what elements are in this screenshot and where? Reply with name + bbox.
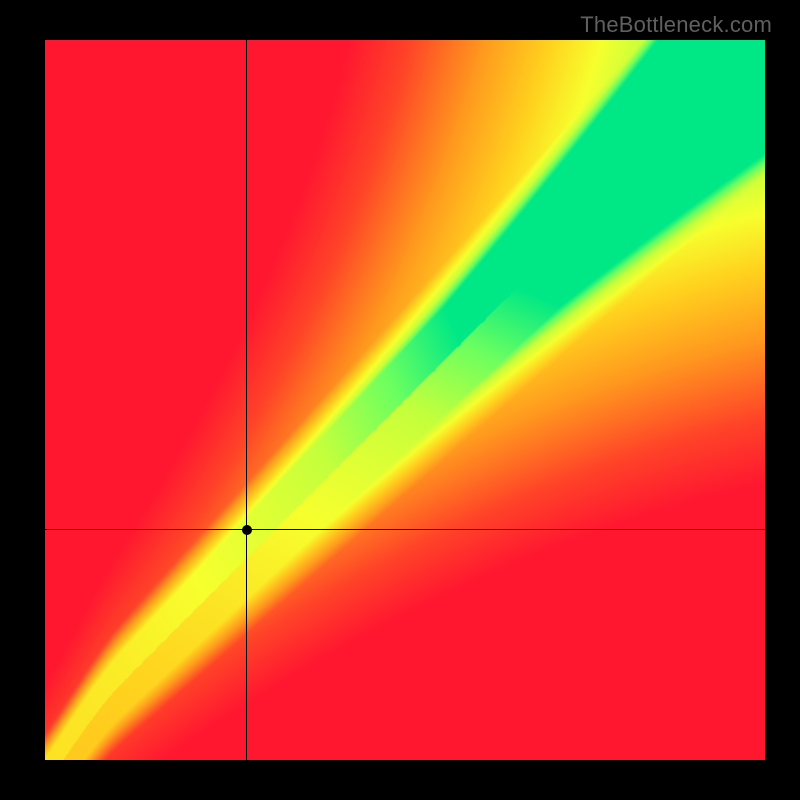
heatmap-canvas <box>45 40 765 760</box>
crosshair-vertical <box>246 40 247 760</box>
crosshair-point <box>242 525 252 535</box>
chart-container: TheBottleneck.com <box>0 0 800 800</box>
watermark: TheBottleneck.com <box>580 12 772 38</box>
crosshair-horizontal <box>45 529 765 530</box>
plot-area <box>45 40 765 760</box>
